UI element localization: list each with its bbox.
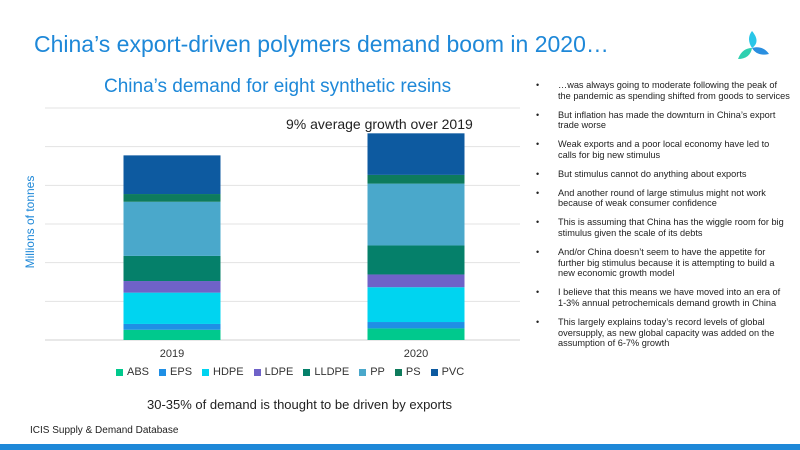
bar-segment-abs-2019 [123, 329, 221, 340]
bullet-item: This largely explains today’s record lev… [536, 317, 790, 349]
legend-swatch [116, 368, 123, 376]
company-logo-icon [738, 31, 769, 59]
legend-label: HDPE [213, 366, 244, 378]
legend-swatch [253, 368, 261, 376]
legend-swatch [159, 368, 167, 376]
bullet-list: …was always going to moderate following … [536, 80, 790, 357]
bar-segment-ldpe-2019 [123, 281, 221, 293]
chart-legend: ABS EPS HDPE LDPE LLDPE PP PS PVC [116, 366, 464, 378]
legend-label: PP [370, 366, 385, 378]
bullet-item: I believe that this means we have moved … [536, 287, 790, 309]
bar-segment-abs-2020 [367, 328, 465, 340]
bar-segment-ldpe-2020 [367, 274, 465, 288]
bullet-item: But inflation has made the downturn in C… [536, 110, 790, 132]
growth-annotation: 9% average growth over 2019 [286, 116, 473, 132]
bar-segment-pp-2020 [367, 183, 465, 246]
bar-segment-hdpe-2020 [367, 287, 465, 323]
chart-title: China’s demand for eight synthetic resin… [104, 76, 452, 97]
source-note: ICIS Supply & Demand Database [30, 425, 179, 436]
bar-segment-lldpe-2019 [123, 255, 221, 282]
bullet-item: And/or China doesn’t seem to have the ap… [536, 247, 790, 279]
bar-segment-lldpe-2020 [367, 245, 465, 275]
bullet-item: And another round of large stimulus migh… [536, 188, 790, 210]
bar-segment-eps-2019 [123, 323, 221, 330]
bullet-item: But stimulus cannot do anything about ex… [536, 169, 790, 180]
legend-item: ABS [116, 366, 149, 378]
legend-label: LLDPE [314, 366, 350, 378]
legend-label: EPS [170, 366, 193, 378]
bar-segment-ps-2019 [123, 194, 221, 202]
legend-item: LLDPE [303, 366, 349, 378]
footer-accent-bar [0, 444, 800, 450]
bullet-item: …was always going to moderate following … [536, 80, 790, 102]
bar-segment-pvc-2020 [367, 133, 465, 175]
legend-label: PS [405, 366, 421, 378]
legend-item: PS [394, 366, 421, 378]
x-tick-label: 2020 [404, 348, 428, 360]
legend-item: HDPE [202, 366, 244, 378]
legend-swatch [430, 368, 438, 376]
legend-label: LDPE [264, 366, 294, 378]
exports-annotation: 30-35% of demand is thought to be driven… [147, 397, 452, 412]
legend-swatch [202, 368, 210, 376]
stacked-bar-chart: 2019 2020 [45, 107, 520, 360]
bar-segment-pp-2019 [123, 201, 221, 256]
legend-item: LDPE [253, 366, 294, 378]
legend-swatch [303, 368, 311, 376]
bar-segment-hdpe-2019 [123, 292, 221, 324]
legend-swatch [359, 368, 367, 376]
bar-segment-eps-2020 [367, 322, 465, 329]
legend-item: EPS [159, 366, 192, 378]
legend-swatch [394, 368, 402, 376]
x-tick-label: 2019 [160, 348, 184, 360]
slide-title: China’s export-driven polymers demand bo… [34, 31, 609, 57]
bar-segment-pvc-2019 [123, 155, 221, 195]
legend-label: PVC [441, 366, 465, 378]
legend-label: ABS [127, 366, 150, 378]
legend-item: PP [359, 366, 385, 378]
bar-segment-ps-2020 [367, 174, 465, 184]
bullet-item: Weak exports and a poor local economy ha… [536, 139, 790, 161]
legend-item: PVC [430, 366, 465, 378]
bullet-item: This is assuming that China has the wigg… [536, 217, 790, 239]
